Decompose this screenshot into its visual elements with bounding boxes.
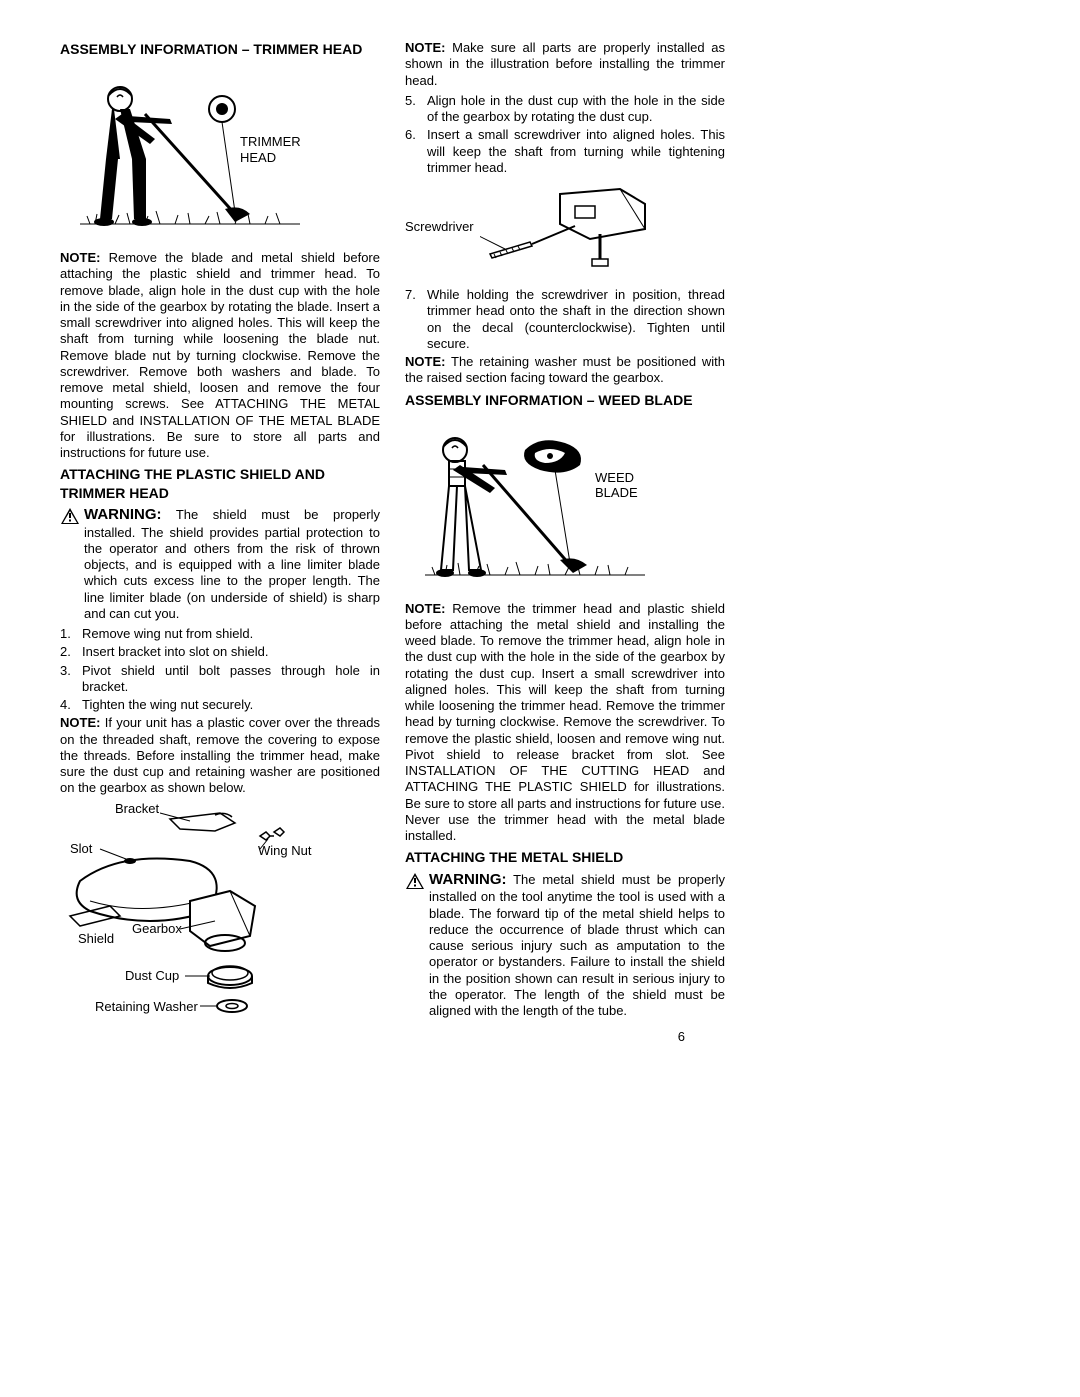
label-dust-cup: Dust Cup xyxy=(125,968,179,983)
right-column: NOTE: Make sure all parts are properly i… xyxy=(405,40,725,1044)
label-retaining-washer: Retaining Washer xyxy=(95,999,198,1014)
note-plastic-cover: NOTE: If your unit has a plastic cover o… xyxy=(60,715,380,796)
label-wing-nut: Wing Nut xyxy=(258,843,311,858)
heading-trimmer-head: ASSEMBLY INFORMATION – TRIMMER HEAD xyxy=(60,40,380,58)
note-remove-trimmer-head: NOTE: Remove the trimmer head and plasti… xyxy=(405,601,725,845)
label-gearbox: Gearbox xyxy=(132,921,182,936)
steps-thread-head: 7.While holding the screwdriver in posit… xyxy=(405,287,725,352)
heading-attaching-plastic-shield: ATTACHING THE PLASTIC SHIELD AND TRIMMER… xyxy=(60,465,380,501)
operator-blade-illustration xyxy=(405,415,655,595)
list-item: 4.Tighten the wing nut securely. xyxy=(60,697,380,713)
heading-weed-blade: ASSEMBLY INFORMATION – WEED BLADE xyxy=(405,391,725,409)
label-slot: Slot xyxy=(70,841,92,856)
warning-shield: WARNING: The shield must be properly ins… xyxy=(60,506,380,622)
list-item: 1.Remove wing nut from shield. xyxy=(60,626,380,642)
warning-triangle-icon xyxy=(60,507,80,525)
warning-metal-shield: WARNING: The metal shield must be proper… xyxy=(405,871,725,1020)
figure-gearbox-exploded: Bracket Slot Wing Nut Shield Gearbox Dus… xyxy=(60,801,380,1031)
manual-page: ASSEMBLY INFORMATION – TRIMMER HEAD xyxy=(50,40,1030,1044)
page-number: 6 xyxy=(405,1029,725,1044)
figure-trimmer-head-label: TRIMMER HEAD xyxy=(240,134,301,165)
heading-attaching-metal-shield: ATTACHING THE METAL SHIELD xyxy=(405,848,725,866)
steps-plastic-shield: 1.Remove wing nut from shield. 2.Insert … xyxy=(60,626,380,713)
list-item: 2.Insert bracket into slot on shield. xyxy=(60,644,380,660)
gearbox-illustration xyxy=(60,801,320,1031)
steps-align-hole: 5.Align hole in the dust cup with the ho… xyxy=(405,93,725,176)
list-item: 3.Pivot shield until bolt passes through… xyxy=(60,663,380,696)
list-item: 6.Insert a small screwdriver into aligne… xyxy=(405,127,725,176)
label-bracket: Bracket xyxy=(115,801,159,816)
left-column: ASSEMBLY INFORMATION – TRIMMER HEAD xyxy=(60,40,380,1044)
label-shield: Shield xyxy=(78,931,114,946)
list-item: 7.While holding the screwdriver in posit… xyxy=(405,287,725,352)
screwdriver-illustration xyxy=(480,184,680,274)
figure-weed-blade: WEED BLADE xyxy=(405,415,725,595)
note-retaining-washer: NOTE: The retaining washer must be posit… xyxy=(405,354,725,387)
label-screwdriver: Screwdriver xyxy=(405,219,474,235)
figure-trimmer-head: TRIMMER HEAD xyxy=(60,64,380,244)
note-all-parts: NOTE: Make sure all parts are properly i… xyxy=(405,40,725,89)
list-item: 5.Align hole in the dust cup with the ho… xyxy=(405,93,725,126)
figure-screwdriver: Screwdriver xyxy=(405,184,725,279)
warning-triangle-icon xyxy=(405,872,425,890)
note-remove-blade: NOTE: Remove the blade and metal shield … xyxy=(60,250,380,461)
figure-weed-blade-label: WEED BLADE xyxy=(595,470,638,501)
